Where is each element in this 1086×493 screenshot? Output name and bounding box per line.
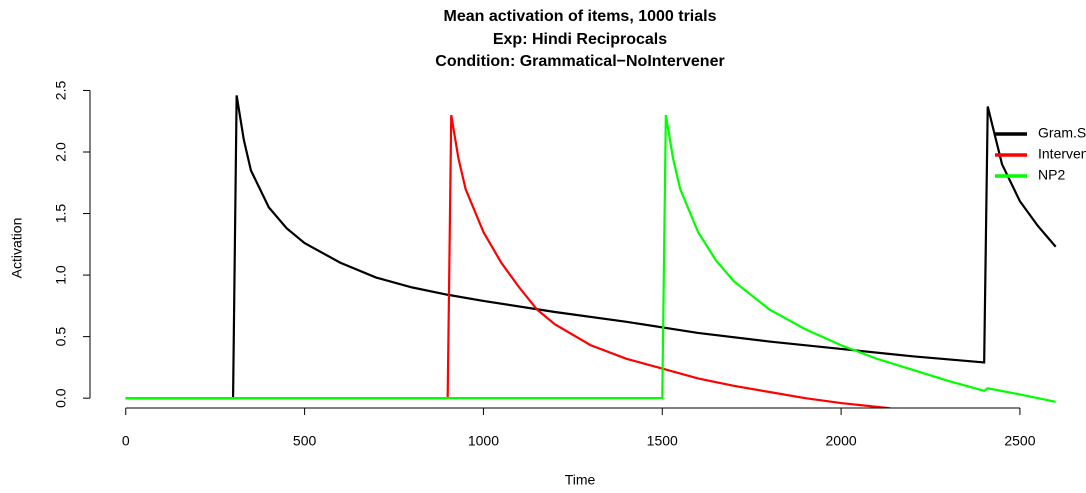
chart-subtitle: Exp: Hindi Reciprocals (493, 31, 667, 48)
chart-title: Mean activation of items, 1000 trials (444, 8, 717, 25)
series-line (125, 95, 1057, 400)
y-axis-label: Activation (9, 218, 25, 279)
plot-area (125, 95, 1057, 408)
legend-label: Intervener (1038, 146, 1086, 162)
x-tick-label: 1500 (647, 433, 678, 449)
y-tick-label: 0.5 (53, 327, 69, 347)
y-tick-label: 1.0 (53, 265, 69, 285)
series-line (125, 114, 1056, 403)
chart-subtitle: Condition: Grammatical−NoIntervener (435, 53, 724, 70)
x-tick-label: 2500 (1004, 433, 1035, 449)
y-tick-label: 2.0 (53, 142, 69, 162)
series-line (125, 114, 896, 408)
x-tick-label: 0 (122, 433, 130, 449)
y-tick-label: 0.0 (53, 388, 69, 408)
legend-label: Gram.Subj (1038, 125, 1086, 141)
legend-label: NP2 (1038, 167, 1065, 183)
y-tick-label: 1.5 (53, 204, 69, 224)
x-tick-label: 500 (293, 433, 317, 449)
x-tick-label: 2000 (826, 433, 857, 449)
x-axis-label: Time (565, 472, 596, 488)
x-tick-label: 1000 (468, 433, 499, 449)
y-tick-label: 2.5 (53, 81, 69, 101)
